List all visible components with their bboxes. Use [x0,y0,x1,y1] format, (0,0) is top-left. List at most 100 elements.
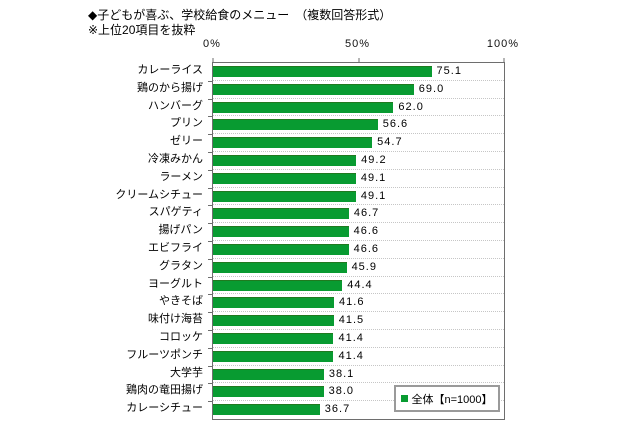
y-axis-tick-mark [208,134,212,136]
category-label: 冷凍みかん [148,153,203,165]
bar-value-label: 41.4 [338,332,364,344]
bar-row: 49.1 [213,170,504,188]
bar-row: 41.6 [213,294,504,313]
category-label: エビフライ [148,242,203,254]
bar [213,101,394,113]
category-label: 大学芋 [170,366,203,379]
y-axis-tick-mark [208,312,212,314]
bar-row: 75.1 [213,63,504,81]
category-label: プリン [170,117,203,130]
y-axis-tick-mark [208,205,212,207]
bar-row: 41.5 [213,312,504,330]
category-label: 鶏肉の竜田揚げ [126,384,203,397]
category-label: ヨーグルト [148,277,203,290]
x-axis-tick-label-0: 0% [203,38,221,50]
y-axis-tick-mark [208,241,212,242]
y-axis-tick-mark [208,258,212,260]
bar [213,226,349,238]
bar [213,83,414,95]
y-axis-tick-mark [208,223,212,225]
bar-row: 41.4 [213,330,504,348]
bar-row: 54.7 [213,134,504,152]
category-label: 揚げパン [158,224,203,237]
legend: 全体【n=1000】 [394,385,500,412]
bar-value-label: 38.0 [328,385,354,398]
category-label: フルーツポンチ [126,348,203,361]
bar-value-label: 41.6 [339,296,365,309]
category-label: 鶏のから揚げ [137,81,203,94]
bar-row: 49.2 [213,152,504,170]
plot-area: 75.1 69.0 62.0 56.6 54.7 49.2 49.1 49.1 46.7 46.6… [208,58,505,420]
y-axis-tick-mark [208,383,212,385]
category-label: カレーシチュー [126,402,203,415]
category-label: グラタン [159,259,203,272]
bar [213,386,324,398]
x-axis-tick-label-50: 50% [344,38,371,50]
bar-value-label: 46.7 [353,207,380,220]
bar-value-label: 49.1 [360,171,387,184]
bar [213,155,357,166]
category-label: クリームシチュー [115,188,203,201]
bar-value-label: 41.4 [338,349,364,362]
category-label: ラーメン [159,170,203,183]
bar [213,66,432,77]
bar-row: 69.0 [213,81,504,99]
bar-value-label: 69.0 [418,82,445,95]
bar-rows: 75.1 69.0 62.0 56.6 54.7 49.2 49.1 49.1 46.7 46.6… [208,63,504,419]
bar-value-label: 49.1 [360,189,387,202]
bar [213,315,334,327]
y-axis-tick-mark [208,98,212,100]
legend-label: 全体【n=1000】 [411,393,493,406]
bar [213,404,320,416]
bar-row: 49.1 [213,188,504,206]
bar-row: 46.7 [213,205,504,224]
bar-value-label: 46.6 [353,243,380,255]
y-axis-tick-mark [208,276,212,278]
bar [213,137,373,149]
bar [213,368,324,380]
bar-row: 56.6 [213,116,504,135]
bar-row: 62.0 [213,99,504,117]
bar [213,261,347,273]
bar [213,190,356,202]
bar-row: 46.6 [213,241,504,259]
bar-value-label: 75.1 [436,65,462,77]
bar-row: 38.1 [213,366,504,384]
y-axis-tick-mark [208,169,212,171]
bar-row: 46.6 [213,223,504,241]
bar-value-label: 54.7 [377,136,403,149]
bar [213,208,349,220]
x-axis-tick-mark [358,58,359,63]
bar-row: 36.7 [213,401,504,419]
x-axis-tick-mark [212,58,214,63]
y-axis-tick-mark [208,80,212,82]
bar-value-label: 62.0 [398,100,424,113]
category-label: やきそば [159,295,203,308]
chart-title: ◆子どもが喜ぶ、学校給食のメニュー （複数回答形式） [88,8,392,22]
x-axis: 0% 50% 100% [203,38,518,52]
y-axis-tick-mark [208,365,212,367]
bar-value-label: 44.4 [347,278,373,291]
bar-value-label: 36.7 [324,403,351,416]
legend-marker-square [401,395,409,402]
bar-row: 44.4 [213,277,504,295]
bar-value-label: 49.2 [361,154,387,166]
x-axis-tick-mark [503,58,505,63]
bar [213,297,335,309]
category-label: スパゲティ [148,206,203,219]
bar [213,119,378,131]
category-labels: カレーライス 鶏のから揚げ ハンバーグ プリン ゼリー 冷凍みかん ラーメン クリームシチュー… [0,62,208,418]
bar [213,172,356,184]
bar-value-label: 46.6 [353,225,380,238]
bar-value-label: 38.1 [328,367,355,380]
bar [213,350,334,362]
category-label: カレーライス [137,64,203,76]
category-label: ゼリー [170,135,203,148]
bar [213,333,334,344]
bar-row: 41.4 [213,348,504,366]
category-label: 味付け海苔 [148,313,203,326]
y-axis-tick-mark [208,401,212,403]
y-axis-tick-mark [208,152,212,153]
bar-row: 45.9 [213,259,504,277]
